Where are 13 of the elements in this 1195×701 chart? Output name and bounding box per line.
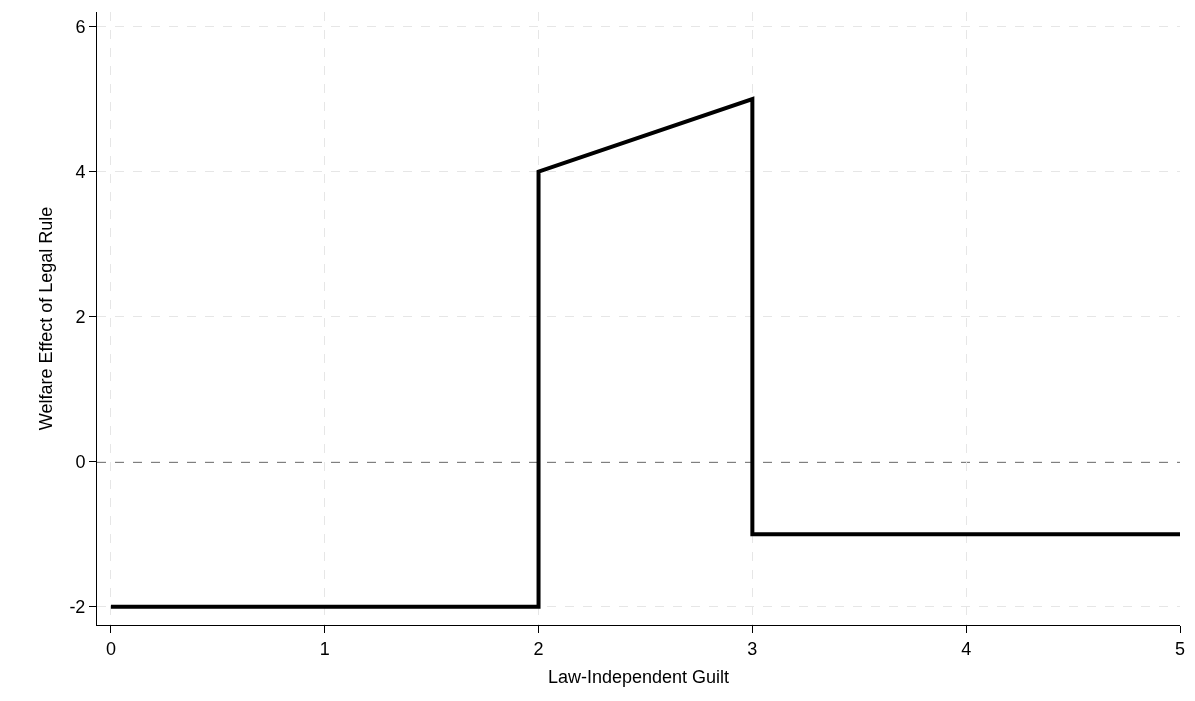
- y-tick-label: 4: [75, 161, 86, 182]
- y-tick-label: -2: [69, 597, 86, 618]
- x-tick-label: 3: [747, 638, 758, 659]
- x-tick-label: 1: [319, 638, 330, 659]
- y-tick-label: 2: [75, 306, 86, 327]
- y-tick-label: 0: [75, 452, 86, 473]
- y-axis-title: Welfare Effect of Legal Rule: [35, 206, 56, 431]
- x-axis-title: Law-Independent Guilt: [547, 666, 730, 687]
- x-tick-label: 4: [961, 638, 972, 659]
- x-tick-label: 0: [105, 638, 116, 659]
- y-tick-label: 6: [75, 16, 86, 37]
- x-tick-label: 2: [533, 638, 544, 659]
- x-tick-label: 5: [1174, 638, 1186, 659]
